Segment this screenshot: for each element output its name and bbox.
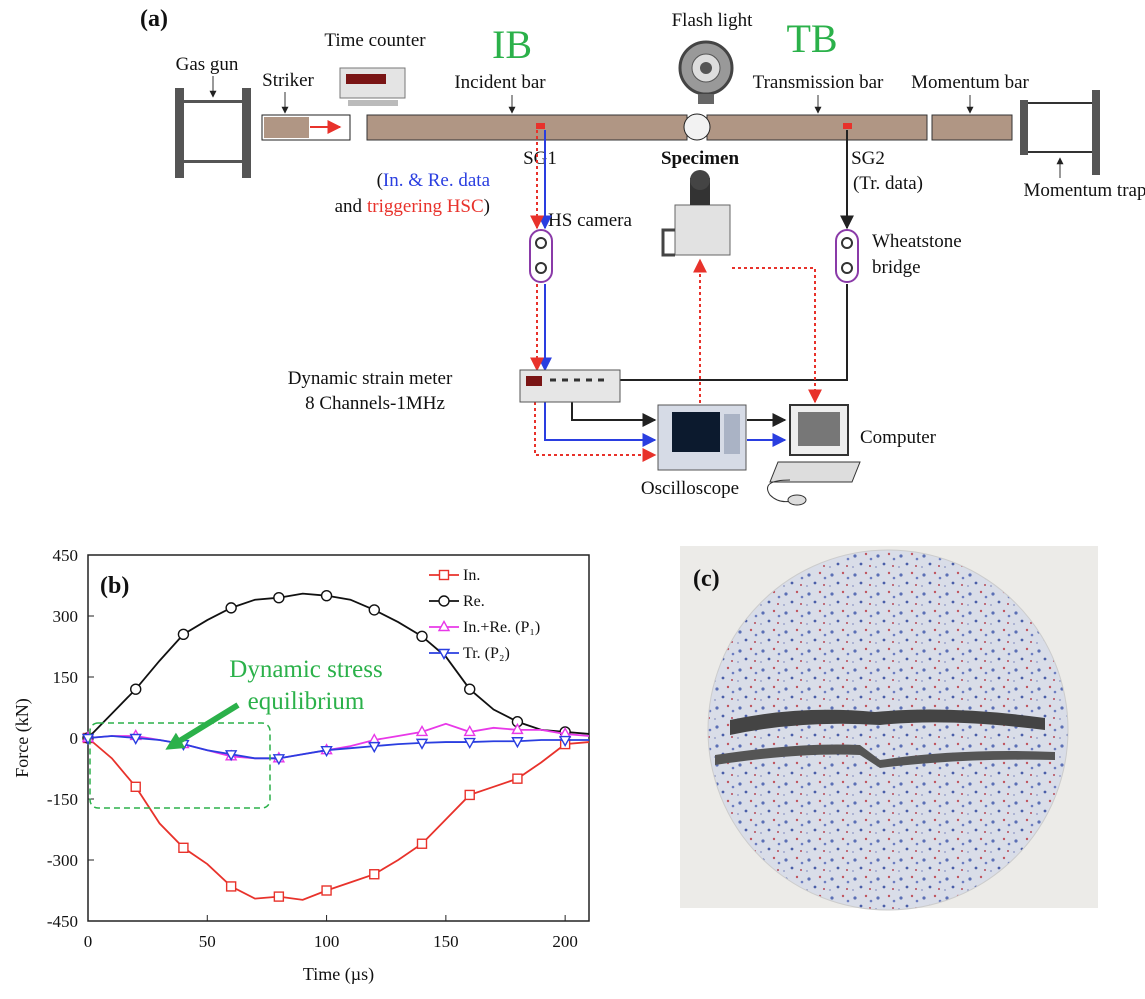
specimen — [684, 114, 710, 140]
oscilloscope-icon — [658, 405, 746, 470]
x-tick-label: 100 — [314, 932, 340, 951]
ib-label: IB — [492, 22, 532, 67]
sg2-note: (Tr. data) — [853, 173, 923, 194]
legend-marker — [439, 650, 449, 659]
computer-label: Computer — [860, 427, 937, 448]
legend-label: In.+Re. (P₁) — [463, 619, 540, 636]
marker — [322, 591, 332, 601]
y-axis-label: Force (kN) — [12, 698, 33, 777]
marker — [178, 629, 188, 639]
strain-meter-label: 8 Channels-1MHz — [305, 393, 445, 414]
x-tick-label: 150 — [433, 932, 459, 951]
transmission-bar-label: Transmission bar — [753, 72, 884, 93]
strain-gauge — [536, 123, 545, 129]
panel-label: (a) — [140, 6, 168, 32]
note-text: ) — [484, 196, 490, 217]
annotation: equilibrium — [248, 688, 365, 715]
y-tick-label: 0 — [70, 729, 79, 748]
x-tick-label: 0 — [84, 932, 93, 951]
hs-camera-icon — [663, 170, 730, 255]
sg1-label: SG1 — [523, 148, 557, 169]
legend-marker — [440, 571, 449, 580]
y-tick-label: -450 — [47, 912, 78, 931]
flash-light-label: Flash light — [672, 10, 753, 31]
panel-label: (c) — [693, 566, 720, 592]
marker — [465, 684, 475, 694]
figure: (a) Gas gun Striker Time counter IB TB F… — [0, 0, 1145, 999]
marker — [227, 882, 236, 891]
marker — [513, 774, 522, 783]
annotation-arrow — [173, 705, 238, 745]
momentum-bar — [932, 115, 1012, 140]
y-tick-label: 150 — [53, 668, 79, 687]
oscilloscope-label: Oscilloscope — [641, 478, 739, 499]
striker — [264, 117, 309, 138]
marker — [465, 739, 475, 748]
momentum-trap-label: Momentum trap — [1024, 180, 1145, 201]
panel-label: (b) — [100, 573, 129, 599]
panel-a: (a) Gas gun Striker Time counter IB TB F… — [140, 6, 1145, 505]
transmission-bar — [707, 115, 927, 140]
note-text: and — [335, 196, 363, 217]
annotation: Dynamic stress — [229, 656, 382, 683]
x-axis-label: Time (µs) — [303, 964, 374, 985]
y-tick-label: -150 — [47, 790, 78, 809]
panel-c: (c) — [680, 546, 1098, 910]
marker — [417, 631, 427, 641]
legend-marker — [439, 596, 449, 606]
marker — [370, 870, 379, 879]
time-counter-label: Time counter — [324, 30, 426, 51]
y-tick-label: 450 — [53, 546, 79, 565]
hs-camera-label: HS camera — [548, 210, 632, 231]
incident-bar — [367, 115, 687, 140]
incident-bar-label: Incident bar — [454, 72, 546, 93]
strain-meter-icon — [520, 370, 620, 402]
striker-label: Striker — [262, 70, 314, 91]
time-counter-icon — [340, 68, 405, 106]
marker — [274, 892, 283, 901]
note-text: triggering HSC — [367, 196, 484, 217]
y-tick-label: 300 — [53, 607, 79, 626]
marker — [369, 605, 379, 615]
marker — [512, 738, 522, 747]
strain-meter-label: Dynamic strain meter — [288, 368, 453, 389]
tb-label: TB — [786, 16, 837, 61]
marker — [226, 603, 236, 613]
sg2-label: SG2 — [851, 148, 885, 169]
legend-marker — [439, 622, 449, 631]
gas-gun-frame — [175, 88, 251, 178]
marker — [179, 843, 188, 852]
marker — [322, 886, 331, 895]
marker — [465, 790, 474, 799]
wheatstone-label: bridge — [872, 257, 921, 278]
momentum-bar-label: Momentum bar — [911, 72, 1029, 93]
legend-label: Tr. (P₂) — [463, 645, 510, 662]
note-text: In. & Re. data — [383, 170, 491, 191]
flash-light-icon — [680, 42, 732, 104]
marker — [131, 782, 140, 791]
gas-gun-label: Gas gun — [176, 54, 239, 75]
x-tick-label: 200 — [552, 932, 578, 951]
panel-b: 450 300 150 0 -150 -300 -450 0 50 100 150 200 Time (… — [12, 546, 589, 985]
x-tick-label: 50 — [199, 932, 216, 951]
marker — [274, 593, 284, 603]
strain-gauge — [843, 123, 852, 129]
y-tick-label: -300 — [47, 851, 78, 870]
legend-label: In. — [463, 567, 480, 584]
specimen-label: Specimen — [661, 148, 740, 169]
specimen-photo — [708, 550, 1068, 910]
sg1-note: (In. & Re. data — [377, 170, 491, 191]
marker — [418, 839, 427, 848]
series-line — [88, 738, 589, 900]
legend-label: Re. — [463, 593, 485, 610]
wheatstone-label: Wheatstone — [872, 231, 962, 252]
marker — [131, 684, 141, 694]
